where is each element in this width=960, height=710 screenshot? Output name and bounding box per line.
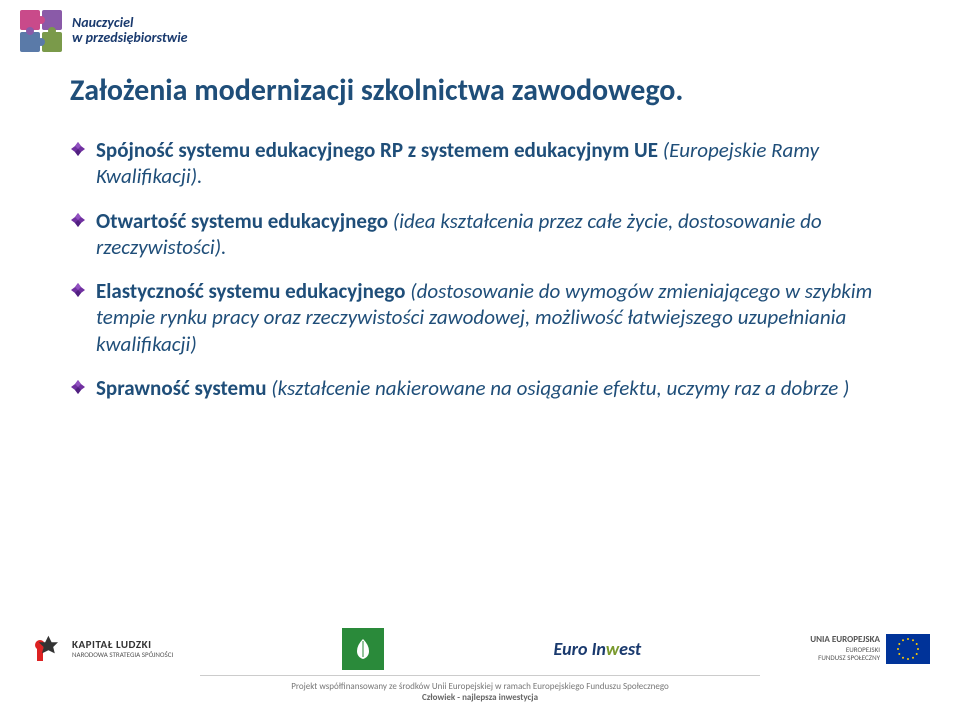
leaf-icon <box>351 637 375 661</box>
footer-divider <box>200 675 760 676</box>
footer-caption-1: Projekt współfinansowany ze środków Unii… <box>0 681 960 693</box>
eu-line3: FUNDUSZ SPOŁECZNY <box>810 654 880 662</box>
kapital-ludzki-logo: KAPITAŁ LUDZKI NARODOWA STRATEGIA SPÓJNO… <box>30 631 173 667</box>
kl-sub: NARODOWA STRATEGIA SPÓJNOŚCI <box>72 651 173 659</box>
bullet-2-lead: Otwartość systemu edukacyjnego <box>96 208 388 234</box>
euroinwest-logo: Euro Inwest <box>553 638 641 660</box>
eu-text: UNIA EUROPEJSKA EUROPEJSKI FUNDUSZ SPOŁE… <box>810 635 880 663</box>
bullet-4-lead: Sprawność systemu <box>96 375 266 401</box>
bullet-2: Otwartość systemu edukacyjnego (idea ksz… <box>70 208 890 261</box>
euroinwest-w: w <box>606 638 619 660</box>
bullet-3-lead: Elastyczność systemu edukacyjnego <box>96 278 405 304</box>
bullet-4: Sprawność systemu (kształcenie nakierowa… <box>70 375 890 401</box>
bullet-1-text: Spójność systemu edukacyjnego RP z syste… <box>96 137 890 190</box>
puzzle-icon <box>18 8 64 54</box>
bullet-1: Spójność systemu edukacyjnego RP z syste… <box>70 137 890 190</box>
kl-text: KAPITAŁ LUDZKI NARODOWA STRATEGIA SPÓJNO… <box>72 639 173 659</box>
euroinwest-post: est <box>619 638 641 660</box>
bullet-3-text: Elastyczność systemu edukacyjnego (dosto… <box>96 278 890 357</box>
bullet-1-lead: Spójność systemu edukacyjnego RP z syste… <box>96 137 658 163</box>
header-logo-block: Nauczyciel w przedsiębiorstwie <box>18 8 188 54</box>
slide-title: Założenia modernizacji szkolnictwa zawod… <box>70 72 890 109</box>
diamond-bullet-icon <box>70 212 86 228</box>
bullet-3: Elastyczność systemu edukacyjnego (dosto… <box>70 278 890 357</box>
diamond-bullet-icon <box>70 379 86 395</box>
laos-logo <box>342 628 384 670</box>
eu-flag-icon <box>886 634 930 664</box>
bullet-4-text: Sprawność systemu (kształcenie nakierowa… <box>96 375 890 401</box>
diamond-bullet-icon <box>70 141 86 157</box>
header-title: Nauczyciel w przedsiębiorstwie <box>72 16 188 45</box>
footer-caption: Projekt współfinansowany ze środków Unii… <box>0 681 960 704</box>
footer: KAPITAŁ LUDZKI NARODOWA STRATEGIA SPÓJNO… <box>0 600 960 710</box>
eu-logo-block: UNIA EUROPEJSKA EUROPEJSKI FUNDUSZ SPOŁE… <box>810 634 930 664</box>
slide-content: Założenia modernizacji szkolnictwa zawod… <box>70 72 890 419</box>
euroinwest-pre: Euro In <box>553 638 605 660</box>
header-line2: w przedsiębiorstwie <box>72 31 188 46</box>
kl-star-icon <box>30 631 66 667</box>
bullet-2-text: Otwartość systemu edukacyjnego (idea ksz… <box>96 208 890 261</box>
diamond-bullet-icon <box>70 282 86 298</box>
footer-logos: KAPITAŁ LUDZKI NARODOWA STRATEGIA SPÓJNO… <box>30 628 930 670</box>
bullet-4-note: (kształcenie nakierowane na osiąganie ef… <box>266 375 849 401</box>
footer-caption-2: Człowiek - najlepsza inwestycja <box>0 692 960 704</box>
